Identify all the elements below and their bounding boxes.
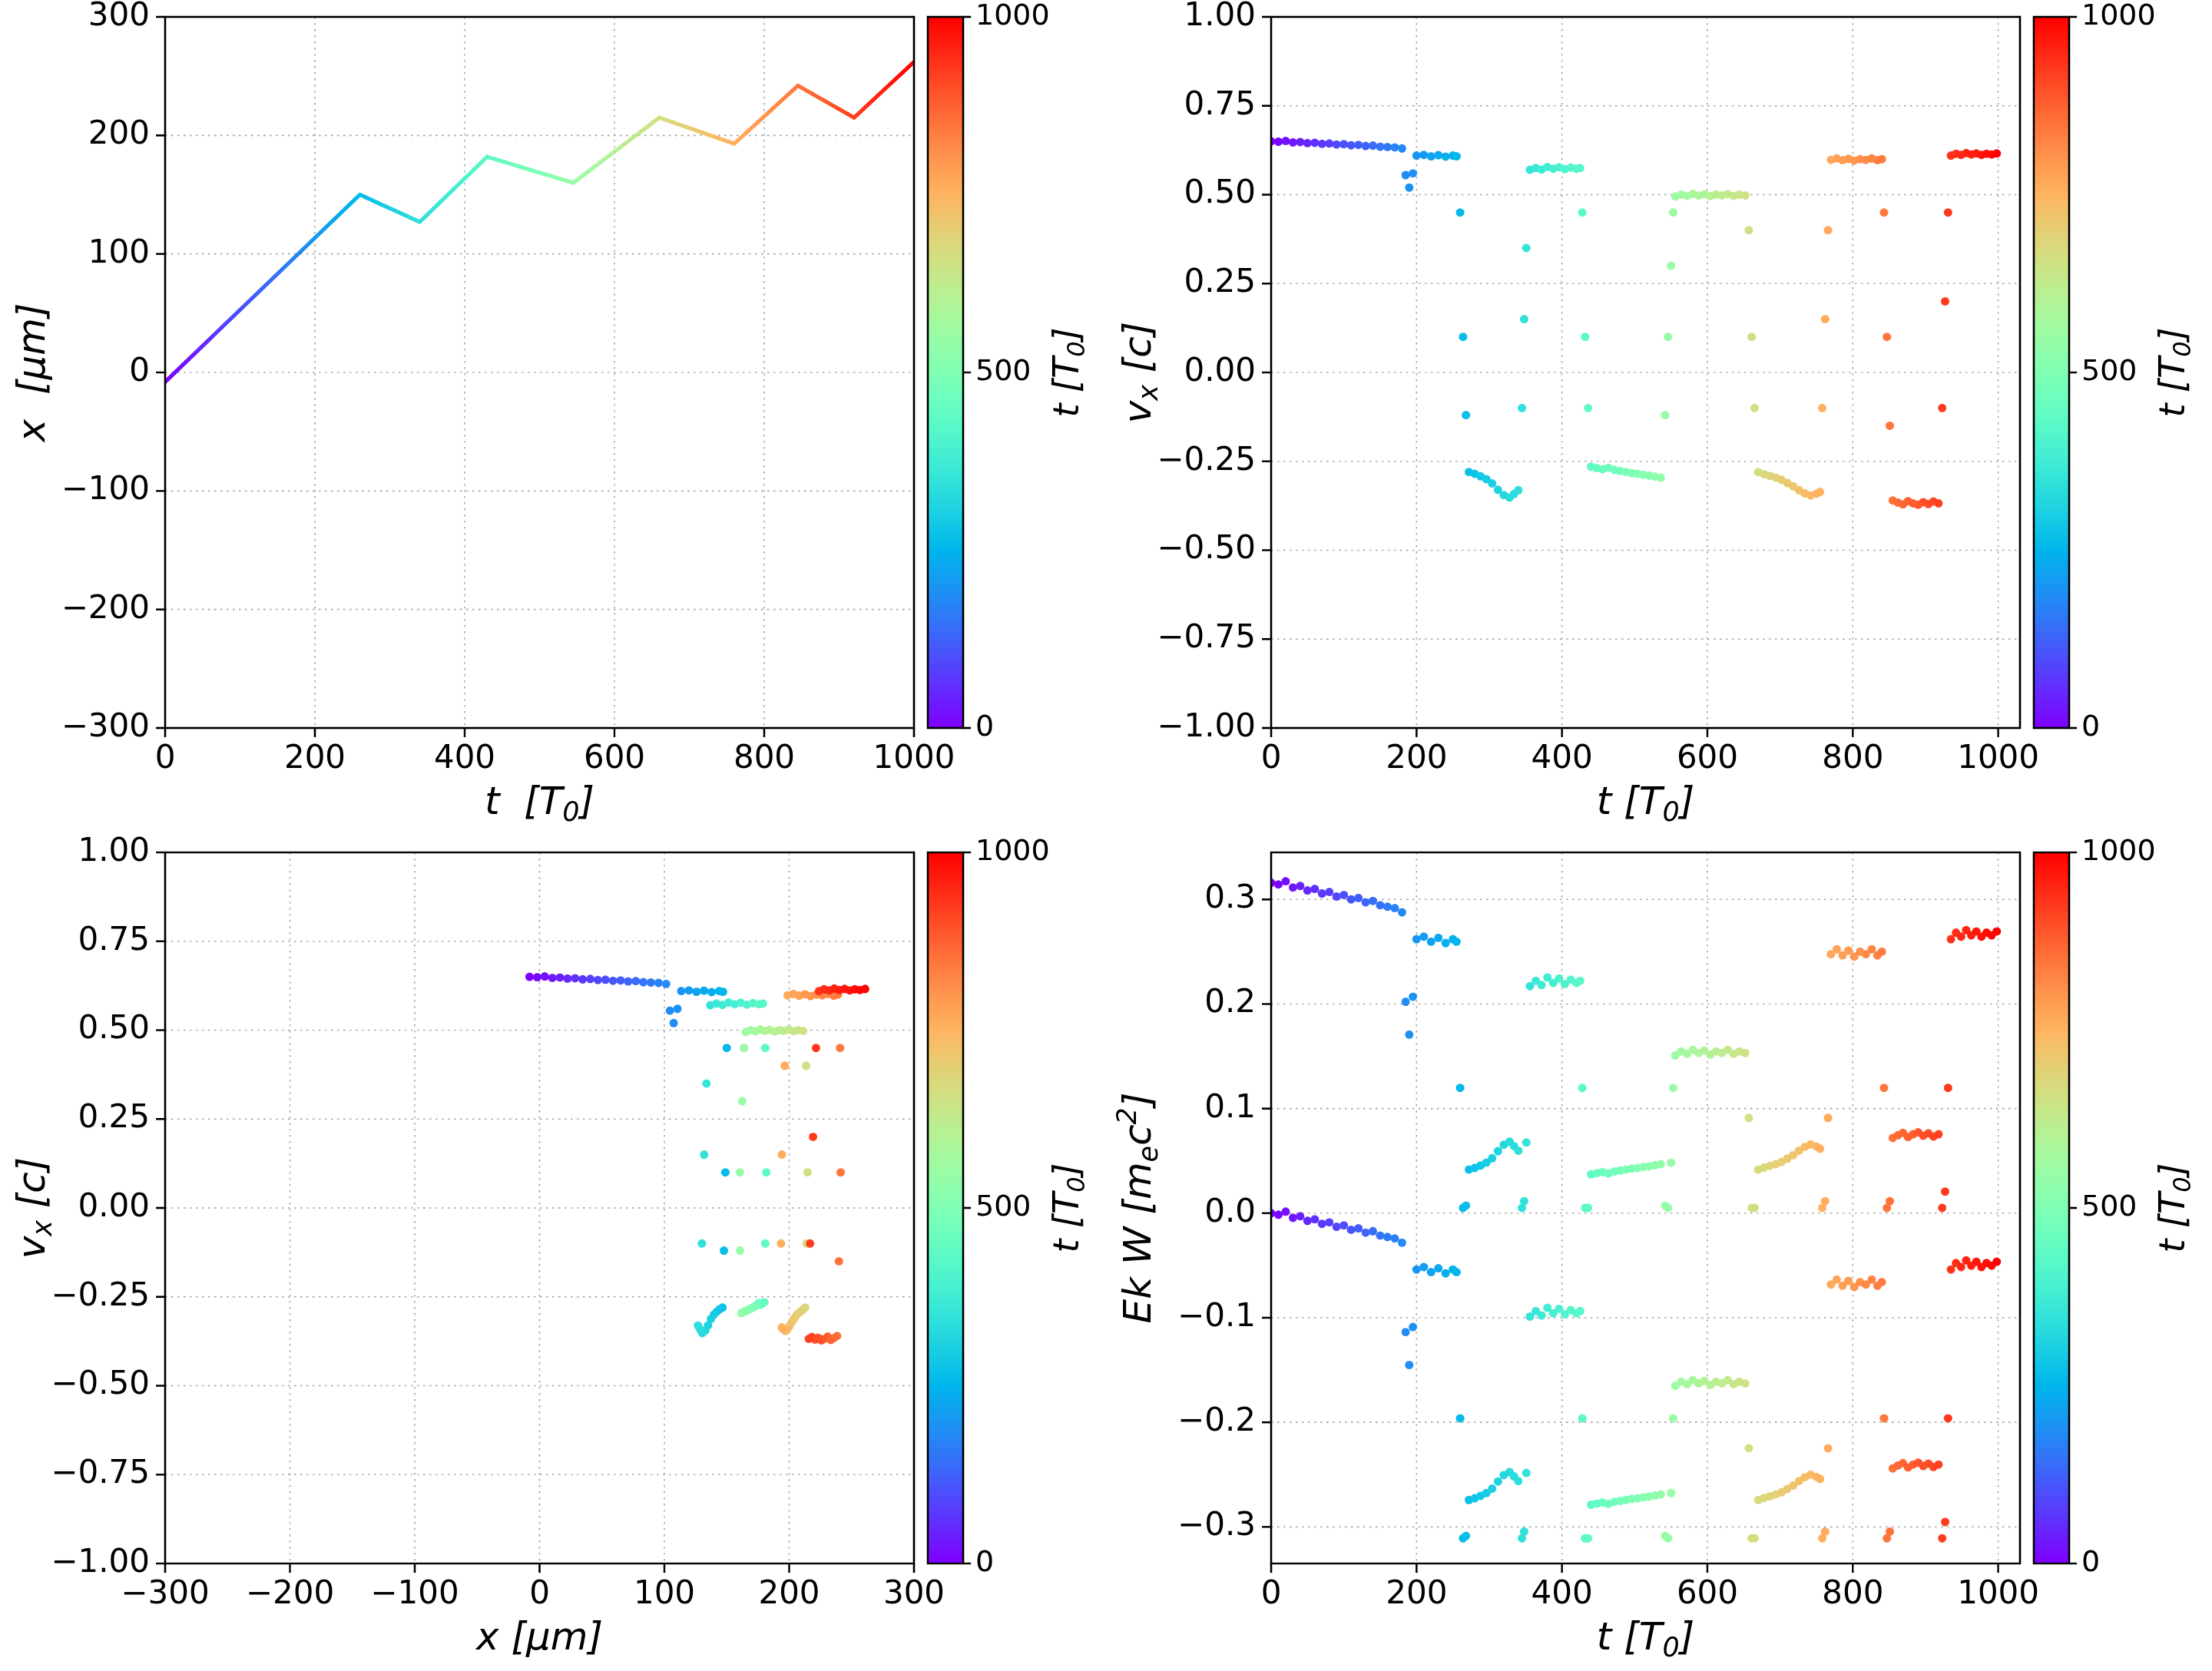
- plot-x-vs-t-canvas: [0, 0, 1106, 836]
- plot-energy-vs-t-canvas: [1106, 836, 2212, 1671]
- subplot-vx-vs-t: [1106, 0, 2212, 836]
- subplot-x-vs-t: [0, 0, 1106, 836]
- subplot-vx-vs-x: [0, 836, 1106, 1671]
- plot-vx-vs-t-canvas: [1106, 0, 2212, 836]
- subplot-energy-vs-t: [1106, 836, 2212, 1671]
- plot-vx-vs-x-canvas: [0, 836, 1106, 1671]
